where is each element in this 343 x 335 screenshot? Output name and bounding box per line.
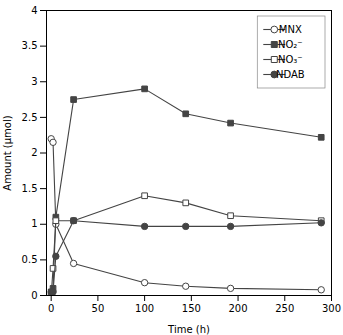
svg-text:0.5: 0.5 (22, 254, 38, 265)
svg-text:50: 50 (92, 303, 105, 314)
svg-text:1.5: 1.5 (22, 183, 38, 194)
svg-text:NO₂⁻: NO₂⁻ (278, 39, 303, 50)
svg-text:2: 2 (31, 147, 37, 158)
svg-text:0: 0 (31, 290, 37, 301)
svg-text:0: 0 (48, 303, 54, 314)
svg-text:NO₃⁻: NO₃⁻ (278, 54, 303, 65)
svg-text:3.5: 3.5 (22, 40, 38, 51)
svg-text:250: 250 (275, 303, 294, 314)
svg-text:4: 4 (31, 5, 37, 16)
svg-text:100: 100 (135, 303, 154, 314)
svg-text:2.5: 2.5 (22, 112, 38, 123)
svg-text:1: 1 (31, 218, 37, 229)
svg-text:Time (h): Time (h) (167, 324, 210, 335)
svg-text:Amount (μmol): Amount (μmol) (2, 115, 13, 190)
svg-text:3: 3 (31, 76, 37, 87)
svg-text:300: 300 (322, 303, 341, 314)
svg-text:150: 150 (182, 303, 201, 314)
svg-text:NDAB: NDAB (276, 69, 305, 80)
svg-text:MNX: MNX (279, 24, 302, 35)
svg-text:200: 200 (229, 303, 248, 314)
